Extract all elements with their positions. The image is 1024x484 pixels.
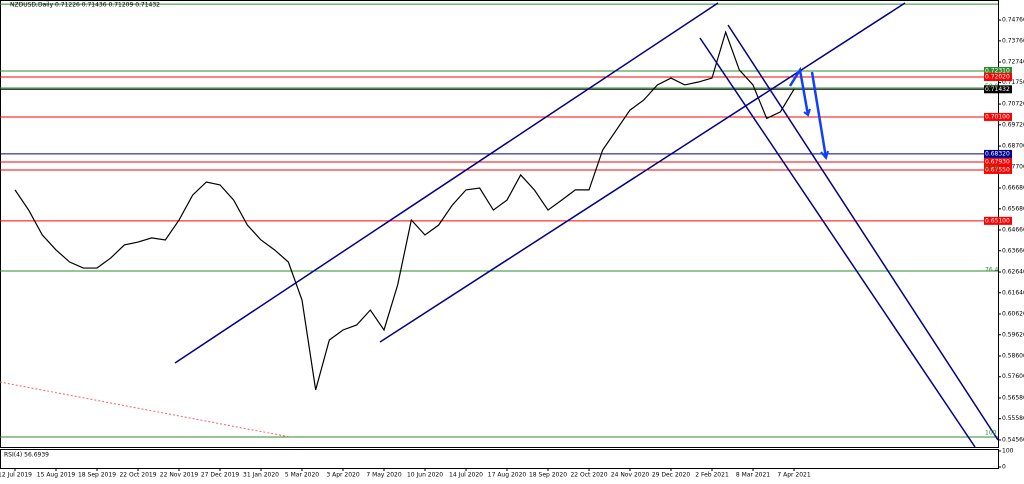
channel-line [174, 2, 719, 364]
level-label: 0.72310 [985, 68, 1010, 75]
level-tag [984, 73, 1012, 82]
y-tick-label: 0.67700 [1002, 163, 1024, 170]
x-tick-label: 8 Mar 2021 [736, 472, 770, 479]
x-tick-label: 29 Dec 2020 [652, 472, 691, 479]
x-tick-label: 17 Aug 2020 [488, 472, 527, 479]
rsi-tick-label: 100 [1002, 448, 1014, 455]
level-tag [984, 165, 1012, 174]
channel-line [727, 24, 999, 441]
x-tick-label: 5 Mar 2020 [285, 472, 319, 479]
level-tag [984, 85, 1012, 94]
x-tick-label: 2 Feb 2021 [695, 472, 729, 479]
price-panel [0, 0, 999, 448]
x-tick-label: 27 Dec 2019 [201, 472, 240, 479]
level-tag [984, 67, 1012, 76]
level-label: 0.67550 [985, 166, 1010, 173]
channel-line [699, 37, 976, 448]
x-tick-label: 7 May 2020 [366, 472, 401, 479]
x-tick-label: 7 Apr 2021 [777, 472, 810, 479]
x-tick-label: 18 Sep 2020 [529, 472, 567, 479]
x-tick-label: 22 Nov 2019 [160, 472, 199, 479]
x-tick-label: 14 Jul 2020 [449, 472, 483, 479]
price-line [14, 30, 795, 391]
rsi-panel [0, 449, 999, 469]
level-tag [984, 216, 1012, 225]
fib-label: 76.4 [985, 267, 999, 274]
trend-line [0, 381, 291, 438]
x-tick-label: 31 Jan 2020 [243, 472, 279, 479]
x-tick-label: 15 Aug 2019 [37, 472, 76, 479]
plot-area [0, 3, 998, 438]
level-tag [984, 149, 1012, 158]
fib-label: 100 [985, 429, 997, 436]
level-label: 0.70100 [985, 113, 1010, 120]
chart-title: NZDUSD,Daily 0.71226 0.71436 0.71209 0.7… [10, 2, 160, 9]
drawings [0, 2, 999, 448]
x-tick-label: 24 Nov 2020 [611, 472, 650, 479]
channel-line [379, 2, 906, 343]
x-tick-label: 18 Sep 2019 [78, 472, 116, 479]
y-tick-label: 0.68700 [1002, 143, 1024, 150]
fib-label: 61.8 [985, 165, 999, 172]
arrow-head [820, 150, 829, 161]
level-label: 0.71432 [985, 86, 1010, 93]
x-tick-label: 10 Jun 2020 [407, 472, 443, 479]
x-tick-label: 12 Jul 2019 [0, 472, 32, 479]
fib-label: 50.0 [985, 83, 999, 90]
level-label: 0.72020 [985, 74, 1010, 81]
x-tick-label: 22 Oct 2019 [119, 472, 156, 479]
level-tag [984, 158, 1012, 167]
x-tick-label: 22 Oct 2020 [570, 472, 607, 479]
arrow [810, 71, 828, 159]
rsi-label: RSI(4) 56.6939 [4, 452, 49, 459]
level-label: 0.65100 [985, 217, 1010, 224]
rsi-tick-label: 0 [1002, 464, 1006, 471]
x-tick-label: 3 Apr 2020 [326, 472, 359, 479]
level-tag [984, 112, 1012, 121]
level-label: 0.68320 [985, 150, 1010, 157]
arrow-head [803, 108, 811, 117]
level-label: 0.67930 [985, 159, 1010, 166]
arrow [788, 66, 810, 116]
